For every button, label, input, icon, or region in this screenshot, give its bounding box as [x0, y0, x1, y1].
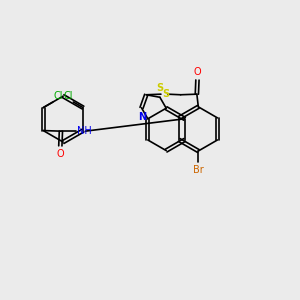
Text: Cl: Cl: [53, 91, 63, 101]
Text: N: N: [138, 112, 146, 122]
Text: O: O: [56, 149, 64, 159]
Text: S: S: [162, 89, 169, 99]
Text: Cl: Cl: [63, 91, 73, 101]
Text: Br: Br: [193, 164, 204, 175]
Text: NH: NH: [77, 126, 92, 136]
Text: O: O: [194, 67, 201, 77]
Text: S: S: [157, 83, 164, 93]
